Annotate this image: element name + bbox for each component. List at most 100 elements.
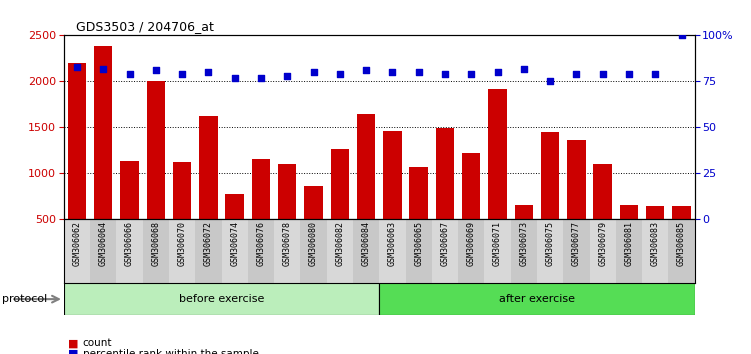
Text: GSM306085: GSM306085 — [677, 221, 686, 267]
Bar — [514, 205, 533, 266]
Point — [150, 68, 162, 73]
Bar — [383, 131, 402, 266]
Bar — [146, 81, 165, 266]
Bar — [646, 206, 665, 266]
Point — [282, 73, 294, 79]
Bar — [173, 162, 192, 266]
Text: GSM306070: GSM306070 — [178, 221, 186, 267]
Text: percentile rank within the sample: percentile rank within the sample — [83, 349, 258, 354]
Text: after exercise: after exercise — [499, 294, 575, 304]
Text: GSM306084: GSM306084 — [362, 221, 370, 267]
Text: GSM306072: GSM306072 — [204, 221, 213, 267]
Bar — [563, 219, 590, 283]
Text: GSM306071: GSM306071 — [493, 221, 502, 267]
Bar — [353, 219, 379, 283]
Point — [492, 69, 504, 75]
Bar — [458, 219, 484, 283]
Bar — [379, 283, 695, 315]
Text: GSM306078: GSM306078 — [283, 221, 291, 267]
Bar — [304, 186, 323, 266]
Bar — [406, 219, 432, 283]
Point — [649, 71, 661, 77]
Text: ■: ■ — [68, 338, 78, 348]
Text: ■: ■ — [68, 349, 78, 354]
Bar — [116, 219, 143, 283]
Text: GSM306064: GSM306064 — [99, 221, 107, 267]
Bar — [541, 132, 559, 266]
Bar — [68, 63, 86, 266]
Bar — [94, 46, 113, 266]
Text: GSM306077: GSM306077 — [572, 221, 581, 267]
Point — [360, 68, 372, 73]
Bar — [511, 219, 537, 283]
Point — [98, 66, 110, 72]
Point — [308, 69, 320, 75]
Text: GSM306067: GSM306067 — [441, 221, 449, 267]
Point — [124, 71, 136, 77]
Bar — [567, 140, 586, 266]
Point — [255, 75, 267, 81]
Point — [387, 69, 399, 75]
Bar — [616, 219, 642, 283]
Bar — [64, 283, 379, 315]
Bar — [642, 219, 668, 283]
Bar — [195, 219, 222, 283]
Bar — [537, 219, 563, 283]
Point — [413, 69, 425, 75]
Text: GSM306081: GSM306081 — [625, 221, 633, 267]
Point — [544, 79, 556, 84]
Point — [71, 64, 83, 69]
Point — [176, 71, 188, 77]
Text: GSM306063: GSM306063 — [388, 221, 397, 267]
Text: GSM306074: GSM306074 — [231, 221, 239, 267]
Bar — [274, 219, 300, 283]
Bar — [278, 164, 297, 266]
Bar — [620, 205, 638, 266]
Text: GSM306069: GSM306069 — [467, 221, 475, 267]
Bar — [484, 219, 511, 283]
Point — [229, 75, 241, 81]
Text: GSM306082: GSM306082 — [336, 221, 344, 267]
Text: GSM306066: GSM306066 — [125, 221, 134, 267]
Bar — [169, 219, 195, 283]
Point — [597, 71, 609, 77]
Point — [439, 71, 451, 77]
Text: GSM306062: GSM306062 — [73, 221, 81, 267]
Text: GSM306075: GSM306075 — [546, 221, 554, 267]
Bar — [248, 219, 274, 283]
Point — [334, 71, 346, 77]
Bar — [222, 219, 248, 283]
Bar — [462, 153, 481, 266]
Point — [203, 69, 215, 75]
Text: protocol: protocol — [2, 294, 47, 304]
Text: GSM306079: GSM306079 — [599, 221, 607, 267]
Bar — [330, 149, 349, 266]
Text: before exercise: before exercise — [179, 294, 264, 304]
Bar — [327, 219, 353, 283]
Bar — [672, 206, 691, 266]
Bar — [300, 219, 327, 283]
Point — [676, 33, 688, 38]
Bar — [357, 114, 376, 266]
Text: GSM306076: GSM306076 — [257, 221, 265, 267]
Bar — [668, 219, 695, 283]
Bar — [432, 219, 458, 283]
Bar — [225, 194, 244, 266]
Bar — [252, 159, 270, 266]
Text: GSM306065: GSM306065 — [415, 221, 423, 267]
Text: GSM306083: GSM306083 — [651, 221, 659, 267]
Bar — [593, 164, 612, 266]
Bar — [143, 219, 169, 283]
Bar — [90, 219, 116, 283]
Bar — [120, 161, 139, 266]
Point — [571, 71, 583, 77]
Point — [623, 71, 635, 77]
Text: GSM306073: GSM306073 — [520, 221, 528, 267]
Bar — [409, 167, 428, 266]
Bar — [199, 116, 218, 266]
Text: GSM306080: GSM306080 — [309, 221, 318, 267]
Bar — [590, 219, 616, 283]
Text: GSM306068: GSM306068 — [152, 221, 160, 267]
Bar — [436, 129, 454, 266]
Text: GDS3503 / 204706_at: GDS3503 / 204706_at — [77, 20, 214, 33]
